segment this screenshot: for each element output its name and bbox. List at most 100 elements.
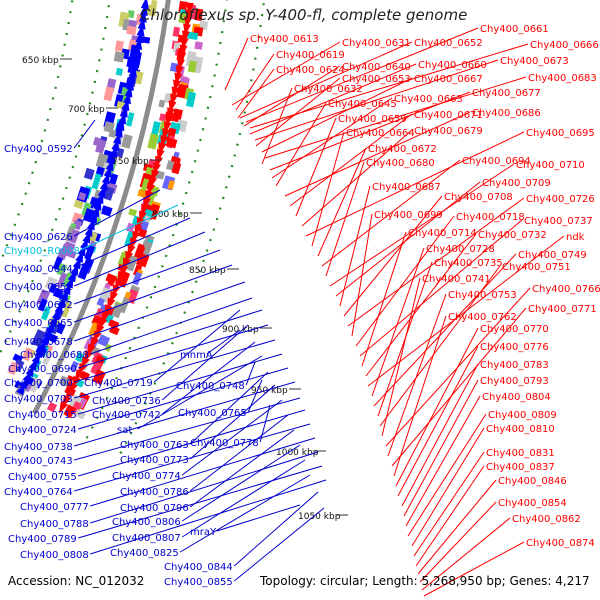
left-gene-label: Chy400_0644 [4, 264, 73, 275]
ruler-tick-label: 950 kbp [251, 386, 288, 396]
right-gene-label: Chy400_0672 [368, 144, 437, 155]
reverse-gene-block [77, 263, 91, 280]
right-gene-label: Chy400_0663 [394, 94, 463, 105]
right-label-leader [423, 541, 525, 597]
right-label-leader [261, 77, 413, 153]
left-gene-label: Chy400_0719 [84, 378, 153, 389]
forward-arrow [58, 401, 68, 414]
left-gene-label: mnmA [180, 350, 213, 361]
ruler-tick-label: 750 kbp [112, 157, 149, 167]
forward-gene-block [63, 404, 76, 419]
left-gene-label: Chy400_0763 [120, 440, 189, 451]
reverse-arrow [139, 3, 148, 16]
left-label-leader [78, 309, 263, 369]
left-label-leader [161, 324, 249, 401]
right-gene-label: Chy400_0846 [498, 476, 567, 487]
reverse-arrow [75, 250, 84, 263]
left-label-leader [73, 189, 161, 237]
reverse-arrow [103, 165, 112, 178]
reverse-gene-block [103, 86, 115, 102]
right-label-leader [355, 215, 455, 347]
ruler-tick-label: 850 kbp [189, 266, 226, 276]
forward-gene-block [167, 180, 175, 190]
left-gene-label: Chy400_0788 [20, 519, 89, 530]
right-gene-label: Chy400_0677 [472, 88, 541, 99]
left-gene-label: Chy400_0764 [4, 487, 73, 498]
left-gene-label: Chy400_0742 [92, 410, 161, 421]
forward-gene-block [194, 8, 204, 21]
left-gene-label: Chy400_0844 [164, 562, 233, 573]
genome-backbone [32, 0, 171, 415]
right-gene-label: ndk [566, 232, 585, 243]
reverse-arrow [123, 91, 131, 105]
right-gene-label: Chy400_0831 [486, 448, 555, 459]
reverse-gene-block [54, 322, 66, 335]
reverse-gene-block [52, 287, 64, 299]
left-label-leader [74, 339, 276, 399]
reverse-arrow [138, 10, 147, 23]
left-gene-label: Chy400_0778 [190, 438, 259, 449]
reverse-gene-block [62, 272, 73, 288]
right-label-leader [393, 315, 447, 477]
forward-gene-block [58, 375, 71, 387]
right-gene-label: Chy400_0783 [480, 360, 549, 371]
right-gene-label: Chy400_0666 [530, 40, 599, 51]
left-gene-label: Chy400_0738 [4, 442, 73, 453]
left-label-leader [189, 384, 276, 460]
reverse-gene-block [31, 329, 47, 348]
reverse-gene-block [114, 40, 124, 52]
reverse-gene-block [126, 25, 137, 36]
reverse-arrow [62, 282, 71, 296]
reverse-arrow [126, 78, 134, 91]
right-label-leader [254, 59, 499, 141]
left-label-leader [73, 119, 96, 149]
right-label-leader [243, 65, 341, 127]
accession-text: Accession: NC_012032 [8, 574, 145, 588]
left-gene-label: Chy400_0592 [4, 144, 73, 155]
forward-gene-block [90, 360, 103, 375]
right-label-leader [275, 102, 327, 187]
reverse-arrow [28, 358, 38, 371]
left-gene-label: Chy400_0724 [8, 425, 77, 436]
left-gene-label: Chy400_0665 [4, 318, 73, 329]
right-gene-label: Chy400_0667 [414, 74, 483, 85]
right-gene-label: Chy400_0624 [276, 65, 345, 76]
right-label-leader [335, 181, 481, 297]
reverse-arrow [136, 23, 145, 37]
reverse-arrow [137, 17, 146, 30]
left-label-leader [74, 217, 191, 269]
right-label-leader [373, 253, 517, 407]
right-gene-label: Chy400_0687 [372, 182, 441, 193]
forward-gene-block [110, 302, 124, 319]
dotted-ring-4 [117, 3, 265, 459]
left-gene-label: sat [117, 425, 132, 436]
reverse-arrow [101, 171, 110, 185]
left-gene-label: Chy400_0748 [176, 381, 245, 392]
forward-gene-block [92, 369, 106, 385]
right-gene-label: Chy400_0710 [516, 160, 585, 171]
right-gene-label: Chy400_0762 [448, 312, 517, 323]
forward-gene-block [140, 178, 150, 192]
dotted-ring-3 [84, 0, 228, 442]
left-label-leader [153, 309, 241, 383]
left-label-leader [259, 404, 271, 443]
right-gene-label: Chy400_0683 [528, 73, 597, 84]
right-label-leader [397, 345, 479, 497]
left-gene-label: Chy400_0855 [164, 577, 233, 588]
right-gene-label: Chy400_0732 [478, 230, 547, 241]
forward-gene-block [46, 401, 58, 413]
reverse-gene-block [141, 36, 151, 44]
reverse-arrow [77, 243, 86, 257]
right-label-leader [371, 247, 425, 397]
ruler-tick-label: 650 kbp [22, 56, 59, 66]
forward-gene-block [125, 222, 135, 233]
reverse-gene-block [36, 289, 51, 307]
left-label-leader [90, 437, 316, 507]
left-gene-label: Chy400_0736 [92, 396, 161, 407]
reverse-gene-block [57, 248, 68, 261]
reverse-gene-block [68, 229, 80, 244]
reverse-arrow [124, 84, 133, 98]
left-gene-label: Chy400_0789 [8, 534, 77, 545]
